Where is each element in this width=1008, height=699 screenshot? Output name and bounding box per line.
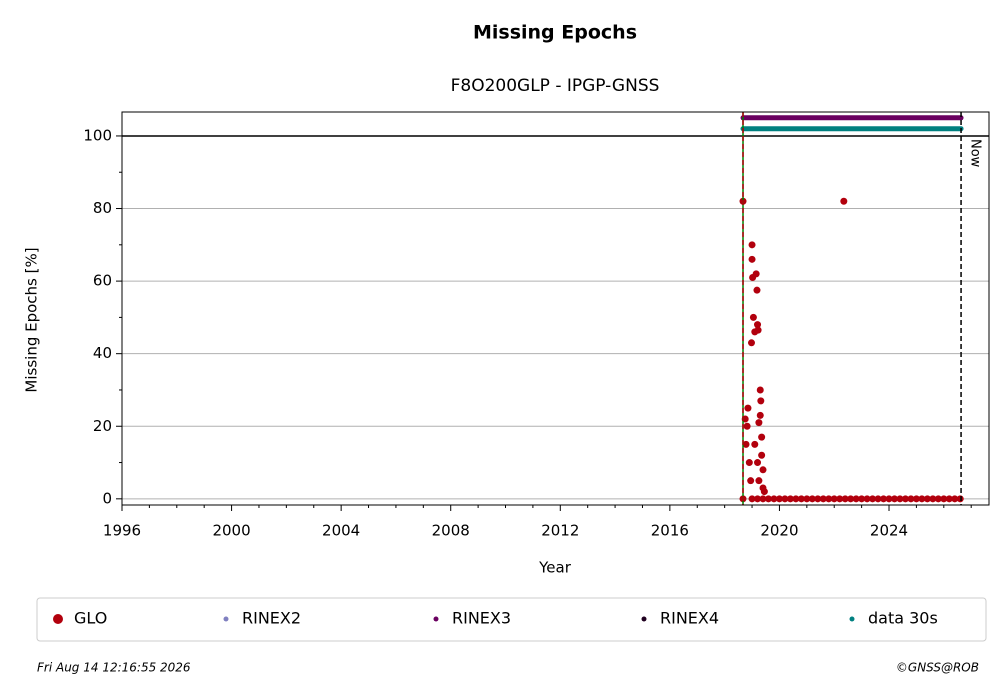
legend-marker <box>223 616 229 622</box>
data-point <box>929 495 937 503</box>
data-point <box>754 326 762 334</box>
data-point <box>759 466 767 474</box>
data-point <box>749 313 757 321</box>
data-point <box>786 495 794 503</box>
data-point <box>847 495 855 503</box>
plot-frame <box>121 111 990 506</box>
data-point <box>755 477 763 485</box>
data-point <box>923 495 931 503</box>
y-tick-label: 60 <box>93 272 112 290</box>
x-tick-label: 2020 <box>760 522 798 540</box>
x-tick-label: 2008 <box>432 522 470 540</box>
x-tick-label: 2000 <box>212 522 250 540</box>
data-point <box>752 270 760 278</box>
data-point <box>757 397 765 405</box>
footer-credit: ©GNSS@ROB <box>896 661 979 675</box>
data-point <box>747 339 755 347</box>
data-point <box>808 495 816 503</box>
legend-label: RINEX2 <box>242 609 301 628</box>
data-point <box>758 433 766 441</box>
data-point <box>764 495 772 503</box>
data-point <box>742 440 750 448</box>
x-tick-label: 1996 <box>103 522 141 540</box>
data-point <box>956 495 964 503</box>
data-point <box>745 459 753 467</box>
data-point <box>840 197 848 205</box>
data-point <box>744 404 752 412</box>
legend-marker <box>53 614 63 624</box>
data-point <box>869 495 877 503</box>
data-point <box>863 495 871 503</box>
legend-label: RINEX4 <box>660 609 719 628</box>
data-point <box>885 495 893 503</box>
data-point <box>748 495 756 503</box>
data-point <box>890 495 898 503</box>
data-point <box>756 411 764 419</box>
now-label: Now <box>968 139 983 168</box>
data-point <box>874 495 882 503</box>
legend-marker <box>433 616 439 622</box>
x-tick-label: 2004 <box>322 522 360 540</box>
x-tick-label: 2016 <box>651 522 689 540</box>
data-point <box>743 422 751 430</box>
data-point <box>858 495 866 503</box>
data-point <box>748 241 756 249</box>
data-point <box>760 488 768 496</box>
data-point <box>825 495 833 503</box>
data-point <box>754 459 762 467</box>
data-point <box>830 495 838 503</box>
legend-label: RINEX3 <box>452 609 511 628</box>
data-point <box>775 495 783 503</box>
chart-title: Missing Epochs <box>473 22 637 44</box>
data-point <box>754 321 762 329</box>
y-tick-label: 100 <box>83 126 112 144</box>
data-point <box>748 255 756 263</box>
chart-subtitle: F8O200GLP - IPGP-GNSS <box>451 76 660 96</box>
data-point <box>896 495 904 503</box>
y-tick-label: 80 <box>93 199 112 217</box>
y-tick-label: 40 <box>93 344 112 362</box>
x-tick-label: 2024 <box>870 522 908 540</box>
data-point <box>901 495 909 503</box>
data-point <box>852 495 860 503</box>
data-point <box>803 495 811 503</box>
y-tick-label: 20 <box>93 417 112 435</box>
data-point <box>797 495 805 503</box>
legend-marker <box>849 616 855 622</box>
data-point <box>918 495 926 503</box>
data-point <box>792 495 800 503</box>
data-point <box>751 440 759 448</box>
data-point <box>781 495 789 503</box>
data-point <box>759 495 767 503</box>
data-point <box>951 495 959 503</box>
data-point <box>754 495 762 503</box>
data-point <box>912 495 920 503</box>
data-point <box>836 495 844 503</box>
data-point <box>934 495 942 503</box>
data-point <box>945 495 953 503</box>
data-point <box>756 386 764 394</box>
data-point <box>819 495 827 503</box>
data-point <box>907 495 915 503</box>
data-point <box>747 477 755 485</box>
data-point <box>753 286 761 294</box>
y-axis-label: Missing Epochs [%] <box>23 247 41 392</box>
legend-label: GLO <box>74 609 107 628</box>
x-axis-label: Year <box>538 559 572 577</box>
footer-date: Fri Aug 14 12:16:55 2026 <box>37 661 191 675</box>
legend-marker <box>641 616 647 622</box>
data-point <box>770 495 778 503</box>
data-point <box>814 495 822 503</box>
x-tick-label: 2012 <box>541 522 579 540</box>
data-point <box>940 495 948 503</box>
data-point <box>755 419 763 427</box>
data-point <box>758 451 766 459</box>
legend-label: data 30s <box>868 609 938 628</box>
data-point <box>841 495 849 503</box>
data-point <box>880 495 888 503</box>
y-tick-label: 0 <box>102 489 112 507</box>
legend-box <box>36 597 987 642</box>
